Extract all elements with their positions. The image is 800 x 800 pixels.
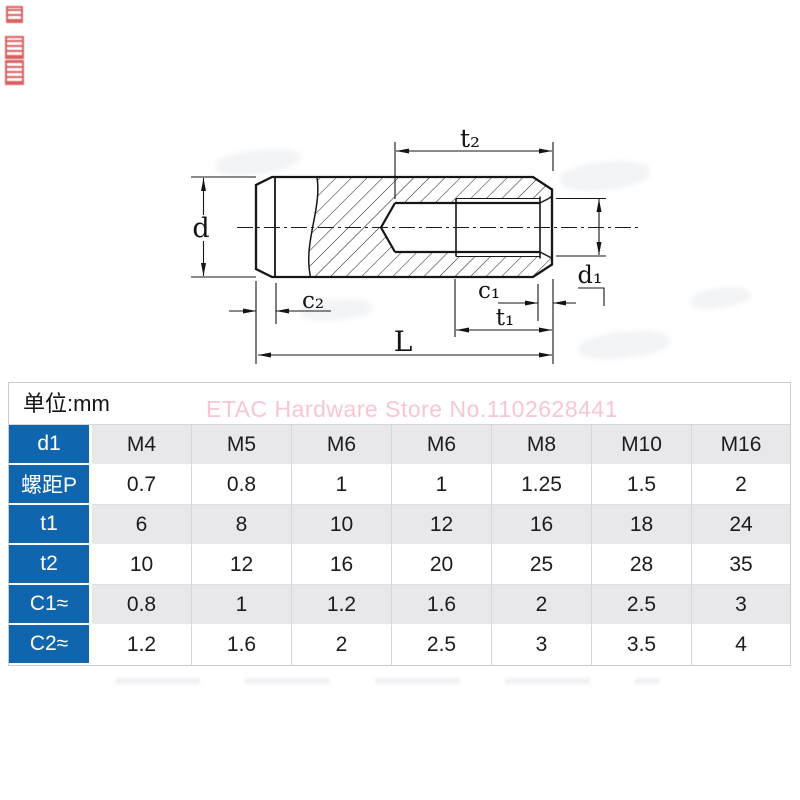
spec-cell: 2 [492, 585, 592, 625]
section-hatching [308, 177, 553, 277]
red-seal-watermark [5, 36, 24, 59]
spec-cell: 1 [392, 465, 492, 505]
spec-cell: 28 [592, 545, 692, 585]
row-label: d1 [9, 425, 92, 465]
spec-cell: 6 [92, 505, 192, 545]
row-label: t2 [9, 545, 92, 585]
spec-cell: 2 [692, 465, 790, 505]
spec-cell: M4 [92, 425, 192, 465]
spec-cell: 0.8 [192, 465, 292, 505]
dimension-arrowheads [201, 148, 602, 358]
spec-cell: M10 [592, 425, 692, 465]
dim-label-t2: t₂ [460, 124, 480, 153]
dim-label-t1: t₁ [496, 305, 514, 331]
red-seal-watermark [5, 60, 24, 85]
spec-cell: 1.6 [392, 585, 492, 625]
row-label: C1≈ [9, 585, 92, 625]
spec-cell: 0.8 [92, 585, 192, 625]
table-row: t1 6 8 10 12 16 18 24 [9, 505, 790, 545]
spec-cell: M5 [192, 425, 292, 465]
spec-cell: 3 [692, 585, 790, 625]
spec-cell: 1.5 [592, 465, 692, 505]
spec-cell: 12 [192, 545, 292, 585]
spec-cell: 3.5 [592, 625, 692, 665]
spec-cell: 24 [692, 505, 790, 545]
spec-cell: 12 [392, 505, 492, 545]
spec-cell: 0.7 [92, 465, 192, 505]
spec-cell: 2.5 [592, 585, 692, 625]
table-row: 螺距P 0.7 0.8 1 1 1.25 1.5 2 [9, 465, 790, 505]
table-row: C2≈ 1.2 1.6 2 2.5 3 3.5 4 [9, 625, 790, 665]
red-seal-watermark [6, 6, 23, 23]
spec-cell: M6 [292, 425, 392, 465]
unit-row: 单位:mm ETAC Hardware Store No.1102628441 [9, 383, 790, 425]
spec-cell: 1.2 [92, 625, 192, 665]
store-watermark: ETAC Hardware Store No.1102628441 [206, 396, 618, 422]
table-row: t2 10 12 16 20 25 28 35 [9, 545, 790, 585]
spec-cell: 1.6 [192, 625, 292, 665]
spec-cell: 8 [192, 505, 292, 545]
dimension-lines [191, 142, 606, 364]
label-mask [190, 215, 212, 241]
spec-cell: 16 [492, 505, 592, 545]
spec-cell: 1 [192, 585, 292, 625]
spec-cell: 16 [292, 545, 392, 585]
spec-cell: 10 [292, 505, 392, 545]
spec-cell: 20 [392, 545, 492, 585]
spec-table-container: 单位:mm ETAC Hardware Store No.1102628441 … [8, 382, 791, 666]
row-label: C2≈ [9, 625, 92, 665]
spec-cell: 25 [492, 545, 592, 585]
dim-label-d1: d₁ [578, 261, 603, 289]
spec-cell: M8 [492, 425, 592, 465]
row-label: 螺距P [9, 465, 92, 505]
spec-cell: 4 [692, 625, 790, 665]
spec-cell: M16 [692, 425, 790, 465]
faint-watermark-streak [115, 678, 660, 684]
unit-label: 单位:mm [23, 391, 110, 416]
spec-cell: 1.25 [492, 465, 592, 505]
row-label: t1 [9, 505, 92, 545]
dim-label-c2: c₂ [302, 288, 324, 314]
dim-label-c1: c₁ [478, 278, 500, 304]
spec-cell: 10 [92, 545, 192, 585]
spec-cell: 3 [492, 625, 592, 665]
spec-cell: 2 [292, 625, 392, 665]
table-row: C1≈ 0.8 1 1.2 1.6 2 2.5 3 [9, 585, 790, 625]
spec-cell: 1.2 [292, 585, 392, 625]
dim-label-d: d [192, 213, 209, 244]
spec-cell: 35 [692, 545, 790, 585]
spec-cell: 1 [292, 465, 392, 505]
spec-cell: 2.5 [392, 625, 492, 665]
spec-cell: M6 [392, 425, 492, 465]
spec-table: d1 M4 M5 M6 M6 M8 M10 M16 螺距P 0.7 0.8 1 1 1.25 1.5 2 t1 6… [9, 425, 790, 665]
dim-label-L: L [394, 325, 413, 358]
table-row: d1 M4 M5 M6 M6 M8 M10 M16 [9, 425, 790, 465]
technical-drawing: t₂ d d₁ c₂ c₁ t₁ L [190, 124, 642, 364]
spec-cell: 18 [592, 505, 692, 545]
